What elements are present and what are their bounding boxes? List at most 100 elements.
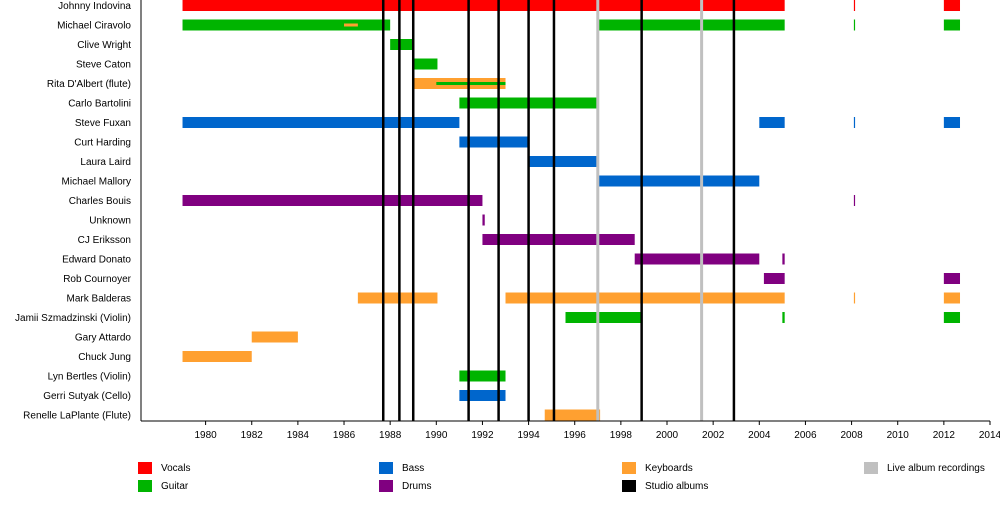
bar-charles-bouis-drums-1 (853, 195, 856, 206)
member-label-rita-d-albert-flute: Rita D'Albert (flute) (47, 79, 131, 90)
bar-clive-wright-guitar-0 (390, 39, 414, 50)
x-tick-label-1982: 1982 (241, 430, 264, 441)
legend-label-keyboards: Keyboards (645, 462, 693, 474)
x-tick-label-2000: 2000 (656, 430, 679, 441)
bar-jamii-szmadzinski-violin-guitar-1 (782, 312, 785, 323)
x-tick-label-2010: 2010 (887, 430, 910, 441)
bar-edward-donato-drums-0 (634, 253, 760, 265)
bar-steve-fuxan-bass-1 (759, 117, 785, 128)
bar-chuck-jung-keyboards-0 (182, 351, 252, 362)
legend-item-studio-albums: Studio albums (622, 480, 708, 492)
x-tick-label-1984: 1984 (287, 430, 310, 441)
bar-steve-fuxan-bass-3 (943, 117, 961, 128)
bar-edward-donato-drums-1 (782, 253, 785, 265)
member-label-chuck-jung: Chuck Jung (78, 352, 131, 363)
bar-steve-fuxan-bass-2 (853, 117, 856, 128)
bar-steve-fuxan-bass-0 (182, 117, 460, 128)
bar-michael-ciravolo-guitar-2 (853, 19, 856, 31)
bar-michael-ciravolo-guitar-0 (182, 19, 391, 31)
legend-swatch-studio-albums (622, 480, 636, 492)
member-label-michael-ciravolo: Michael Ciravolo (57, 21, 131, 32)
bar-cj-eriksson-drums-0 (482, 234, 635, 245)
member-label-edward-donato: Edward Donato (62, 255, 131, 266)
x-tick-label-1980: 1980 (194, 430, 217, 441)
member-label-renelle-laplante-flute: Renelle LaPlante (Flute) (23, 411, 131, 422)
x-tick-label-1992: 1992 (471, 430, 494, 441)
bar-johnny-indovina-vocals-1 (853, 0, 856, 11)
member-label-carlo-bartolini: Carlo Bartolini (68, 99, 131, 110)
legend-label-studio-albums: Studio albums (645, 480, 709, 492)
legend-label-live-albums: Live album recordings (887, 462, 985, 474)
legend-swatch-drums (379, 480, 393, 492)
legend-item-live-albums: Live album recordings (864, 462, 985, 474)
member-label-steve-caton: Steve Caton (76, 60, 131, 71)
legend-swatch-live-albums (864, 462, 878, 474)
legend-item-guitar: Guitar (138, 480, 188, 492)
member-label-johnny-indovina: Johnny Indovina (58, 1, 131, 12)
bar-steve-caton-guitar-0 (413, 58, 438, 70)
legend-swatch-keyboards (622, 462, 636, 474)
legend-label-vocals: Vocals (161, 462, 191, 474)
legend-item-drums: Drums (379, 480, 431, 492)
member-label-charles-bouis: Charles Bouis (69, 196, 131, 207)
bar-secondary-michael-ciravolo-keyboards-0 (344, 23, 358, 27)
member-label-michael-mallory: Michael Mallory (62, 177, 131, 188)
bar-unknown-drums-0 (482, 214, 485, 226)
x-tick-label-1986: 1986 (333, 430, 356, 441)
bar-michael-ciravolo-guitar-3 (943, 19, 961, 31)
bar-mark-balderas-keyboards-0 (357, 292, 438, 304)
bar-johnny-indovina-vocals-2 (943, 0, 961, 11)
bar-michael-ciravolo-guitar-1 (597, 19, 785, 31)
legend-item-keyboards: Keyboards (622, 462, 693, 474)
bar-laura-laird-bass-0 (528, 156, 598, 167)
x-tick-label-2008: 2008 (840, 430, 863, 441)
member-label-cj-eriksson: CJ Eriksson (78, 235, 131, 246)
member-label-steve-fuxan: Steve Fuxan (75, 118, 131, 129)
bar-mark-balderas-keyboards-2 (853, 292, 856, 304)
x-tick-label-2002: 2002 (702, 430, 725, 441)
bar-rob-cournoyer-drums-1 (943, 273, 961, 284)
x-tick-label-2014: 2014 (979, 430, 1000, 441)
bar-gary-attardo-keyboards-0 (251, 331, 298, 343)
bar-jamii-szmadzinski-violin-guitar-2 (943, 312, 961, 323)
bar-renelle-laplante-flute-keyboards-0 (544, 409, 601, 421)
x-tick-label-1994: 1994 (517, 430, 540, 441)
member-label-lyn-bertles-violin: Lyn Bertles (Violin) (48, 372, 131, 383)
x-tick-label-1990: 1990 (425, 430, 448, 441)
x-tick-label-2004: 2004 (748, 430, 771, 441)
bar-curt-harding-bass-0 (459, 136, 529, 148)
bar-gerri-sutyak-cello-bass-0 (459, 390, 506, 401)
bar-lyn-bertles-violin-guitar-0 (459, 370, 506, 382)
bar-jamii-szmadzinski-violin-guitar-0 (565, 312, 642, 323)
member-label-curt-harding: Curt Harding (74, 138, 131, 149)
member-label-jamii-szmadzinski-violin: Jamii Szmadzinski (Violin) (15, 313, 131, 324)
legend-item-bass: Bass (379, 462, 424, 474)
legend-label-guitar: Guitar (161, 480, 189, 492)
x-tick-label-2006: 2006 (794, 430, 817, 441)
legend-swatch-vocals (138, 462, 152, 474)
legend-swatch-bass (379, 462, 393, 474)
x-tick-label-1996: 1996 (564, 430, 587, 441)
member-label-laura-laird: Laura Laird (80, 157, 131, 168)
x-tick-label-2012: 2012 (933, 430, 956, 441)
bar-johnny-indovina-vocals-0 (182, 0, 785, 11)
member-label-rob-cournoyer: Rob Cournoyer (63, 274, 131, 285)
member-label-gerri-sutyak-cello: Gerri Sutyak (Cello) (43, 391, 131, 402)
bar-michael-mallory-bass-0 (597, 175, 760, 187)
bar-charles-bouis-drums-0 (182, 195, 483, 206)
member-label-gary-attardo: Gary Attardo (75, 333, 132, 344)
bar-rob-cournoyer-drums-0 (763, 273, 785, 284)
bar-secondary-rita-d-albert-flute-guitar-0 (436, 82, 506, 85)
x-tick-label-1998: 1998 (610, 430, 633, 441)
x-tick-label-1988: 1988 (379, 430, 402, 441)
bar-mark-balderas-keyboards-3 (943, 292, 961, 304)
member-label-mark-balderas: Mark Balderas (67, 294, 131, 305)
bar-mark-balderas-keyboards-1 (505, 292, 785, 304)
legend-label-drums: Drums (402, 480, 432, 492)
member-label-unknown: Unknown (89, 216, 131, 227)
legend-item-vocals: Vocals (138, 462, 190, 474)
legend-swatch-guitar (138, 480, 152, 492)
member-label-clive-wright: Clive Wright (77, 40, 131, 51)
legend-label-bass: Bass (402, 462, 425, 474)
